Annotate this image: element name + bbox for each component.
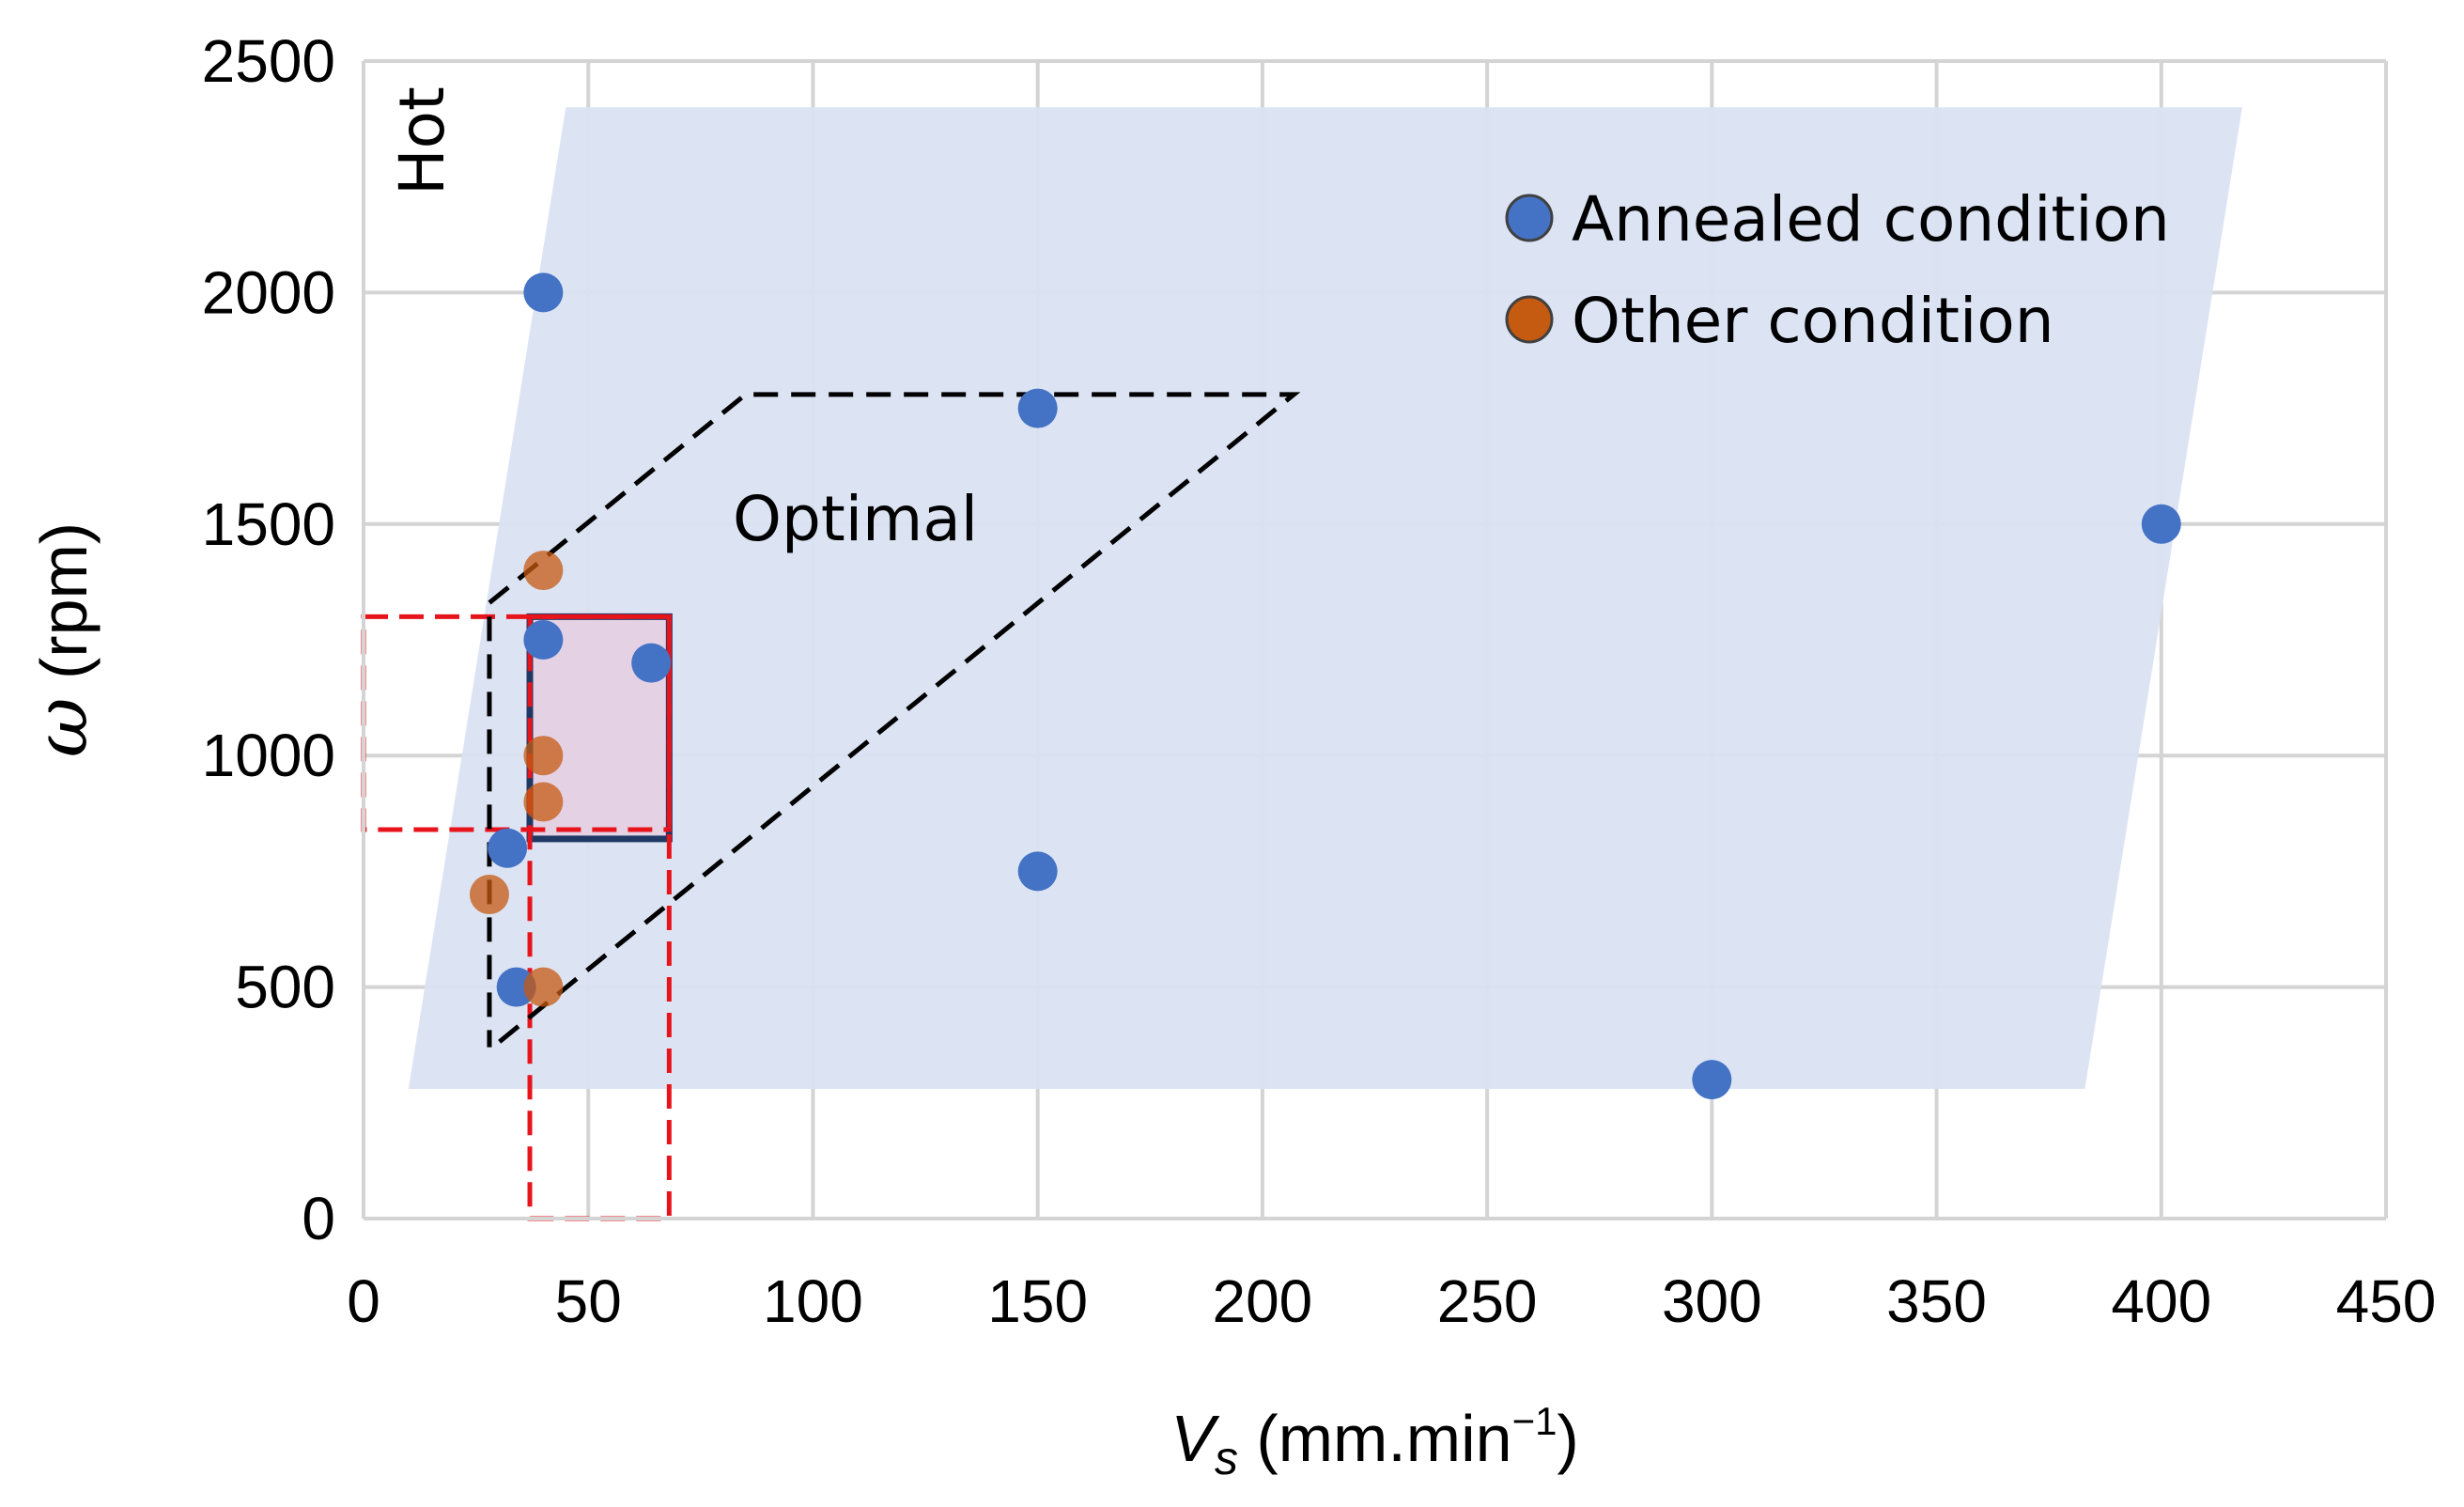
x-tick-label: 450	[2336, 1267, 2437, 1335]
annealed-point	[488, 828, 528, 868]
y-axis-units: (rpm)	[27, 522, 101, 698]
annealed-point	[631, 643, 672, 683]
x-axis-units: (mm.min	[1238, 1402, 1512, 1475]
x-tick-label: 50	[555, 1267, 622, 1335]
legend: Annealed condition Other condition	[1505, 183, 2170, 357]
annealed-point	[1017, 851, 1058, 892]
x-axis-symbol: V	[1170, 1402, 1220, 1475]
x-axis-title: Vs (mm.min−1)	[1170, 1399, 1579, 1484]
other-point	[523, 782, 564, 822]
other-point	[523, 736, 564, 776]
red-dashed-box-bottom	[527, 614, 672, 1221]
x-tick-label: 350	[1886, 1267, 1987, 1335]
y-axis-title: ω (rpm)	[20, 522, 104, 757]
legend-marker-annealed	[1505, 194, 1554, 242]
legend-label-annealed: Annealed condition	[1572, 183, 2170, 256]
x-axis-superscript: −1	[1512, 1399, 1557, 1443]
hot-region	[408, 107, 2242, 1090]
x-axis-close: )	[1557, 1402, 1578, 1475]
annealed-point	[1017, 388, 1058, 428]
point-layer	[469, 272, 2181, 1100]
x-axis-subscript: s	[1215, 1432, 1238, 1484]
y-tick-label: 0	[302, 1185, 335, 1252]
hot-region-label: Hot	[386, 86, 458, 195]
annealed-point	[496, 967, 536, 1007]
y-axis-symbol: ω	[20, 698, 104, 758]
x-tick-label: 200	[1212, 1267, 1312, 1335]
legend-marker-other	[1505, 295, 1554, 344]
optimal-region-label: Optimal	[733, 483, 978, 555]
other-point	[469, 875, 509, 915]
annealed-point	[1692, 1060, 1732, 1100]
axis-layer: 0 50 100 150 200 250 300 350 400 450 0 500 1000 1500 2…	[202, 27, 2437, 1335]
x-tick-label: 100	[763, 1267, 863, 1335]
y-tick-label: 1000	[202, 722, 335, 789]
annealed-point	[523, 272, 564, 313]
x-tick-label: 0	[347, 1267, 380, 1335]
x-tick-label: 300	[1662, 1267, 1762, 1335]
y-tick-label: 2000	[202, 258, 335, 326]
optimal-region-outline	[488, 392, 1301, 1045]
annealed-point	[2141, 504, 2181, 544]
other-point	[523, 551, 564, 591]
x-tick-label: 250	[1437, 1267, 1538, 1335]
x-tick-label: 400	[2111, 1267, 2211, 1335]
text-layer: Hot Optimal	[386, 86, 978, 555]
legend-label-other: Other condition	[1572, 285, 2054, 357]
y-tick-label: 1500	[202, 490, 335, 558]
y-tick-label: 500	[235, 954, 335, 1021]
annealed-point	[523, 620, 564, 660]
x-tick-label: 150	[987, 1267, 1088, 1335]
other-point	[523, 967, 564, 1007]
y-tick-label: 2500	[202, 27, 335, 95]
